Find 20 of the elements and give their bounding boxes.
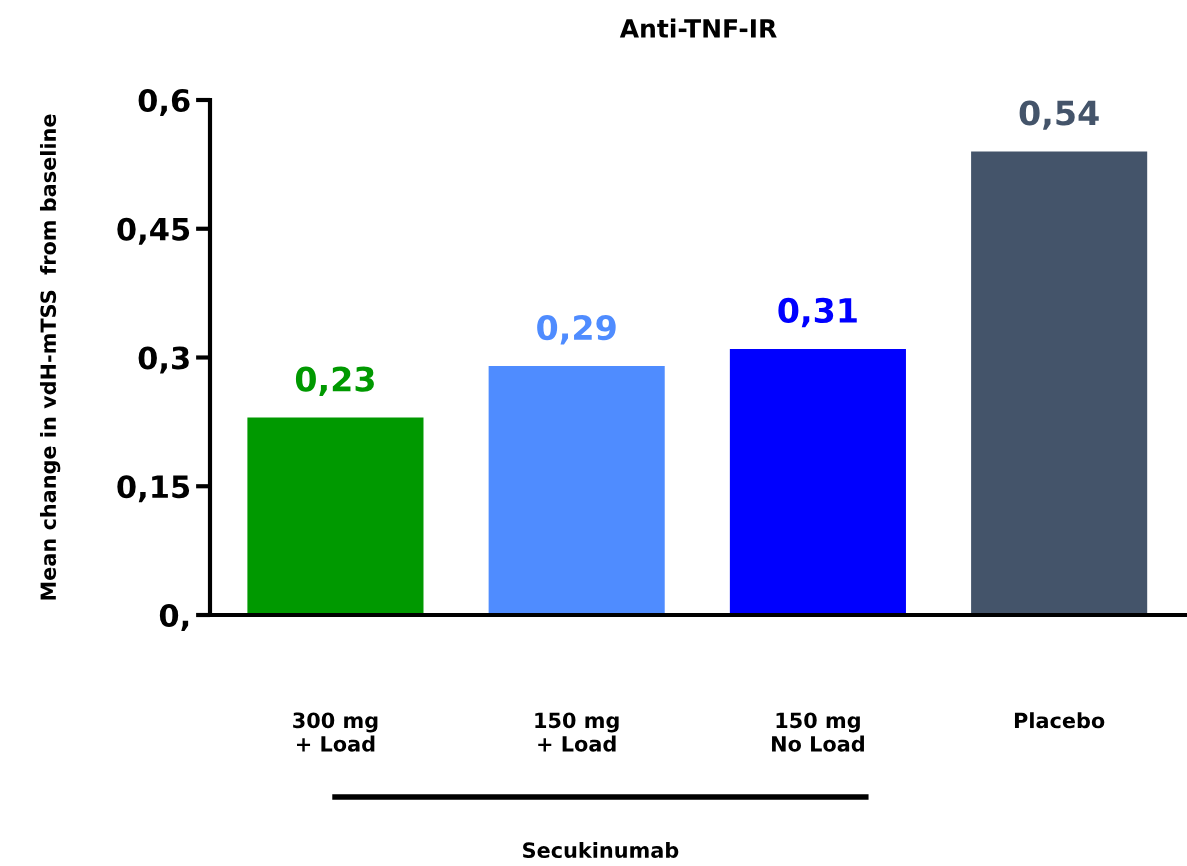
data-label: 0,29 — [537, 314, 616, 345]
y-tick-label: 0,6 — [138, 88, 190, 116]
bar — [971, 151, 1148, 615]
x-tick-label: Placebo — [1014, 712, 1105, 729]
data-label: 0,31 — [778, 297, 857, 328]
data-label: 0,54 — [1019, 100, 1099, 130]
bar — [729, 348, 906, 615]
x-tick-label: 300 mg + Load — [293, 712, 378, 752]
y-tick-label: 0,45 — [117, 217, 190, 245]
y-tick-label: 0, — [159, 603, 189, 631]
chart-title: Anti-TNF-IR — [619, 18, 777, 38]
y-tick-label: 0,3 — [138, 346, 189, 374]
x-tick-label: 150 mg No Load — [772, 712, 864, 752]
y-tick-label: 0,15 — [117, 475, 190, 503]
text: Secukinumab — [523, 841, 679, 859]
bar — [488, 366, 665, 615]
x-tick-label: 150 mg + Load — [535, 712, 619, 752]
y-axis-title: Mean change in vdH-mTSS from baseline — [39, 114, 61, 600]
data-label: 0,23 — [295, 366, 374, 396]
bar — [247, 417, 424, 615]
